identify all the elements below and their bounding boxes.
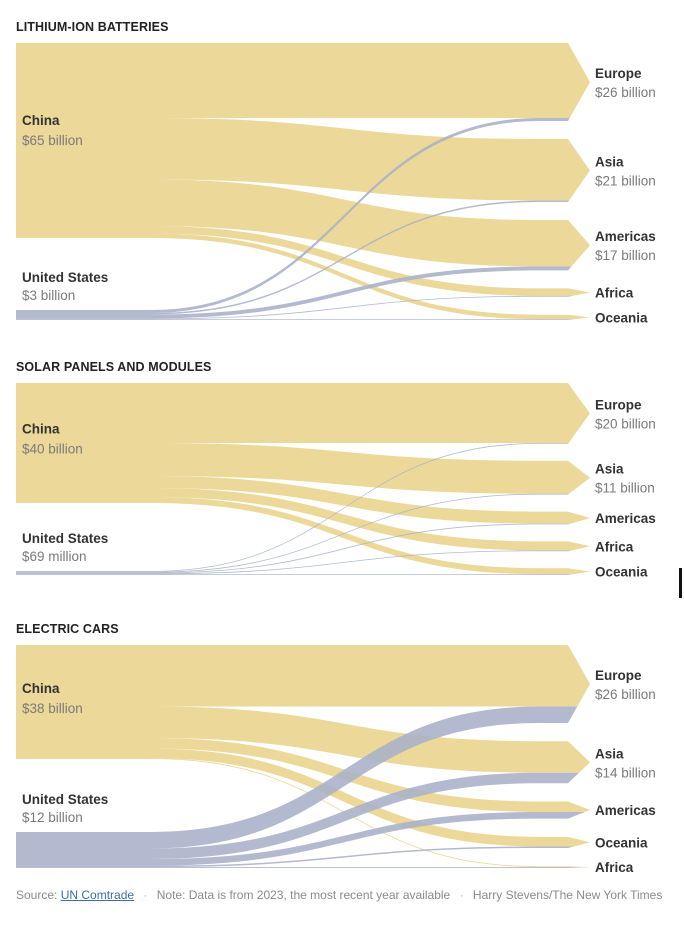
flow-china-to-oceania xyxy=(16,748,568,847)
separator: · xyxy=(459,888,464,902)
footer-note: Note: Data is from 2023, the most recent… xyxy=(156,888,451,902)
source-value-china: $40 billion xyxy=(22,441,83,456)
target-label-asia: Asia xyxy=(595,462,624,477)
target-value-europe: $26 billion xyxy=(595,85,656,100)
target-value-asia: $14 billion xyxy=(595,765,656,780)
arrow-oceania xyxy=(568,574,574,575)
flow-china-to-asia xyxy=(16,706,568,773)
source-link[interactable]: UN Comtrade xyxy=(60,888,135,902)
source-label-china: China xyxy=(22,421,60,436)
source-label-china: China xyxy=(22,113,60,128)
source-label-united-states: United States xyxy=(22,270,108,285)
arrow-europe xyxy=(568,443,569,444)
arrow-africa xyxy=(568,288,590,296)
target-label-europe: Europe xyxy=(595,668,642,683)
arrow-americas xyxy=(568,220,590,267)
flows xyxy=(16,43,590,320)
chart-lithium-ion-batteries: LITHIUM-ION BATTERIES China $65 billion Uni… xyxy=(16,20,656,325)
arrow-asia xyxy=(568,741,590,773)
arrow-asia xyxy=(568,460,590,494)
arrow-asia xyxy=(568,493,570,495)
footer-credit: Harry Stevens/The New York Times xyxy=(472,888,663,902)
arrow-europe xyxy=(568,706,578,723)
target-value-europe: $26 billion xyxy=(595,687,656,702)
target-value-asia: $21 billion xyxy=(595,174,656,189)
arrow-americas xyxy=(568,523,571,525)
target-label-asia: Asia xyxy=(595,155,624,170)
target-label-americas: Americas xyxy=(595,511,656,526)
source-value-china: $38 billion xyxy=(22,701,83,716)
target-label-oceania: Oceania xyxy=(595,835,648,850)
arrow-oceania xyxy=(568,319,575,320)
sankey-charts: LITHIUM-ION BATTERIES China $65 billion Uni… xyxy=(16,20,656,875)
source-value-united-states: $12 billion xyxy=(22,810,83,825)
arrow-africa xyxy=(568,295,573,297)
flow-china-to-africa xyxy=(16,488,568,551)
arrow-oceania xyxy=(568,846,574,848)
chart-solar-panels-and-modules: SOLAR PANELS AND MODULES China $40 billion… xyxy=(16,360,656,580)
target-label-asia: Asia xyxy=(595,746,624,761)
arrow-asia xyxy=(568,200,570,202)
text-cursor xyxy=(679,568,682,598)
arrow-africa xyxy=(568,866,590,868)
flow-china-to-africa xyxy=(16,226,568,296)
flow-china-to-americas xyxy=(16,476,568,524)
chart-title: ELECTRIC CARS xyxy=(16,622,119,636)
arrow-oceania xyxy=(568,314,590,320)
flow-united-states-to-africa xyxy=(16,867,568,868)
arrow-oceania xyxy=(568,568,590,575)
chart-title: SOLAR PANELS AND MODULES xyxy=(16,360,211,374)
flow-china-to-asia xyxy=(16,443,568,494)
arrow-africa xyxy=(568,541,590,551)
target-label-oceania: Oceania xyxy=(595,310,648,325)
flow-china-to-europe xyxy=(16,43,568,118)
target-value-asia: $11 billion xyxy=(595,481,655,496)
source-value-united-states: $69 million xyxy=(22,549,87,564)
chart-electric-cars: ELECTRIC CARS China $38 billion United Stat… xyxy=(16,622,656,875)
source-label-united-states: United States xyxy=(22,531,108,546)
source-value-china: $65 billion xyxy=(22,133,83,148)
arrow-americas xyxy=(568,511,590,524)
source-prefix: Source: xyxy=(16,888,58,902)
flow-china-to-asia xyxy=(16,118,568,201)
arrow-americas xyxy=(568,801,590,812)
flow-united-states-to-asia xyxy=(16,772,568,859)
source-label-united-states: United States xyxy=(22,792,108,807)
arrow-europe xyxy=(568,118,570,121)
flow-china-to-europe xyxy=(16,383,568,443)
flows xyxy=(16,645,590,868)
arrow-oceania xyxy=(568,836,590,847)
arrow-americas xyxy=(568,266,572,271)
target-label-africa: Africa xyxy=(595,860,634,875)
source-value-united-states: $3 billion xyxy=(22,288,75,303)
arrow-europe xyxy=(568,43,590,118)
target-value-europe: $20 billion xyxy=(595,416,656,431)
target-label-africa: Africa xyxy=(595,539,634,554)
target-value-americas: $17 billion xyxy=(595,248,656,263)
flow-united-states-to-europe xyxy=(16,706,568,849)
target-label-europe: Europe xyxy=(595,66,642,81)
target-label-americas: Americas xyxy=(595,803,656,818)
target-label-africa: Africa xyxy=(595,286,634,301)
flow-united-states-to-oceania xyxy=(16,574,568,575)
flow-china-to-europe xyxy=(16,645,568,707)
target-label-americas: Americas xyxy=(595,229,656,244)
target-label-oceania: Oceania xyxy=(595,565,648,580)
flow-united-states-to-oceania xyxy=(16,319,568,320)
flow-china-to-americas xyxy=(16,179,568,267)
arrow-europe xyxy=(568,645,590,707)
arrow-asia xyxy=(568,139,590,201)
flow-united-states-to-americas xyxy=(16,812,568,866)
flows xyxy=(16,383,590,575)
separator: · xyxy=(143,888,148,902)
arrow-asia xyxy=(568,772,579,784)
source-label-china: China xyxy=(22,681,60,696)
target-label-europe: Europe xyxy=(595,397,642,412)
arrow-americas xyxy=(568,812,585,819)
arrow-africa xyxy=(568,867,590,868)
footer: Source: UN Comtrade · Note: Data is from… xyxy=(16,885,676,905)
arrow-europe xyxy=(568,383,590,443)
arrow-africa xyxy=(568,550,572,552)
chart-title: LITHIUM-ION BATTERIES xyxy=(16,20,169,34)
